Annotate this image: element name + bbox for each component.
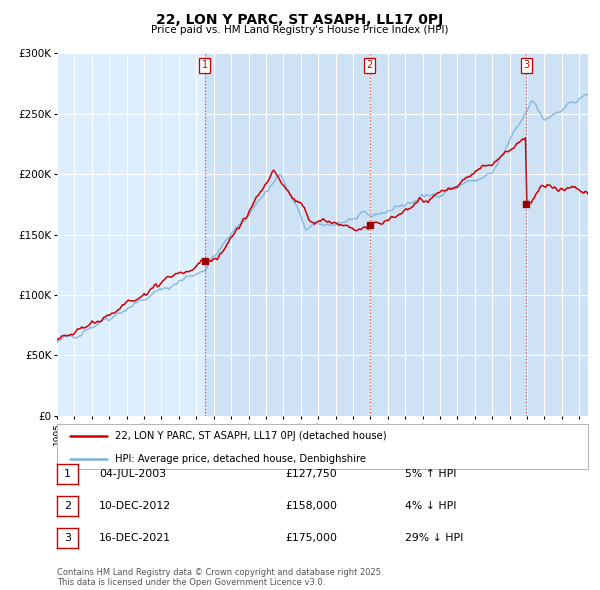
Text: 22, LON Y PARC, ST ASAPH, LL17 0PJ (detached house): 22, LON Y PARC, ST ASAPH, LL17 0PJ (deta… <box>115 431 387 441</box>
Text: 22, LON Y PARC, ST ASAPH, LL17 0PJ: 22, LON Y PARC, ST ASAPH, LL17 0PJ <box>157 13 443 27</box>
Text: 4% ↓ HPI: 4% ↓ HPI <box>405 502 457 511</box>
Text: 04-JUL-2003: 04-JUL-2003 <box>99 470 166 479</box>
Text: Contains HM Land Registry data © Crown copyright and database right 2025.
This d: Contains HM Land Registry data © Crown c… <box>57 568 383 587</box>
Text: 10-DEC-2012: 10-DEC-2012 <box>99 502 171 511</box>
Text: £158,000: £158,000 <box>285 502 337 511</box>
Text: £127,750: £127,750 <box>285 470 337 479</box>
Text: 1: 1 <box>64 470 71 479</box>
Text: 16-DEC-2021: 16-DEC-2021 <box>99 533 171 543</box>
Text: 2: 2 <box>367 60 373 70</box>
Text: 29% ↓ HPI: 29% ↓ HPI <box>405 533 463 543</box>
Text: Price paid vs. HM Land Registry's House Price Index (HPI): Price paid vs. HM Land Registry's House … <box>151 25 449 35</box>
Text: 3: 3 <box>523 60 529 70</box>
Text: 5% ↑ HPI: 5% ↑ HPI <box>405 470 457 479</box>
Text: 1: 1 <box>202 60 208 70</box>
Text: £175,000: £175,000 <box>285 533 337 543</box>
Text: 3: 3 <box>64 533 71 543</box>
Bar <box>526 53 588 416</box>
Bar <box>205 53 370 416</box>
Bar <box>370 53 526 416</box>
Text: HPI: Average price, detached house, Denbighshire: HPI: Average price, detached house, Denb… <box>115 454 367 464</box>
Text: 2: 2 <box>64 502 71 511</box>
